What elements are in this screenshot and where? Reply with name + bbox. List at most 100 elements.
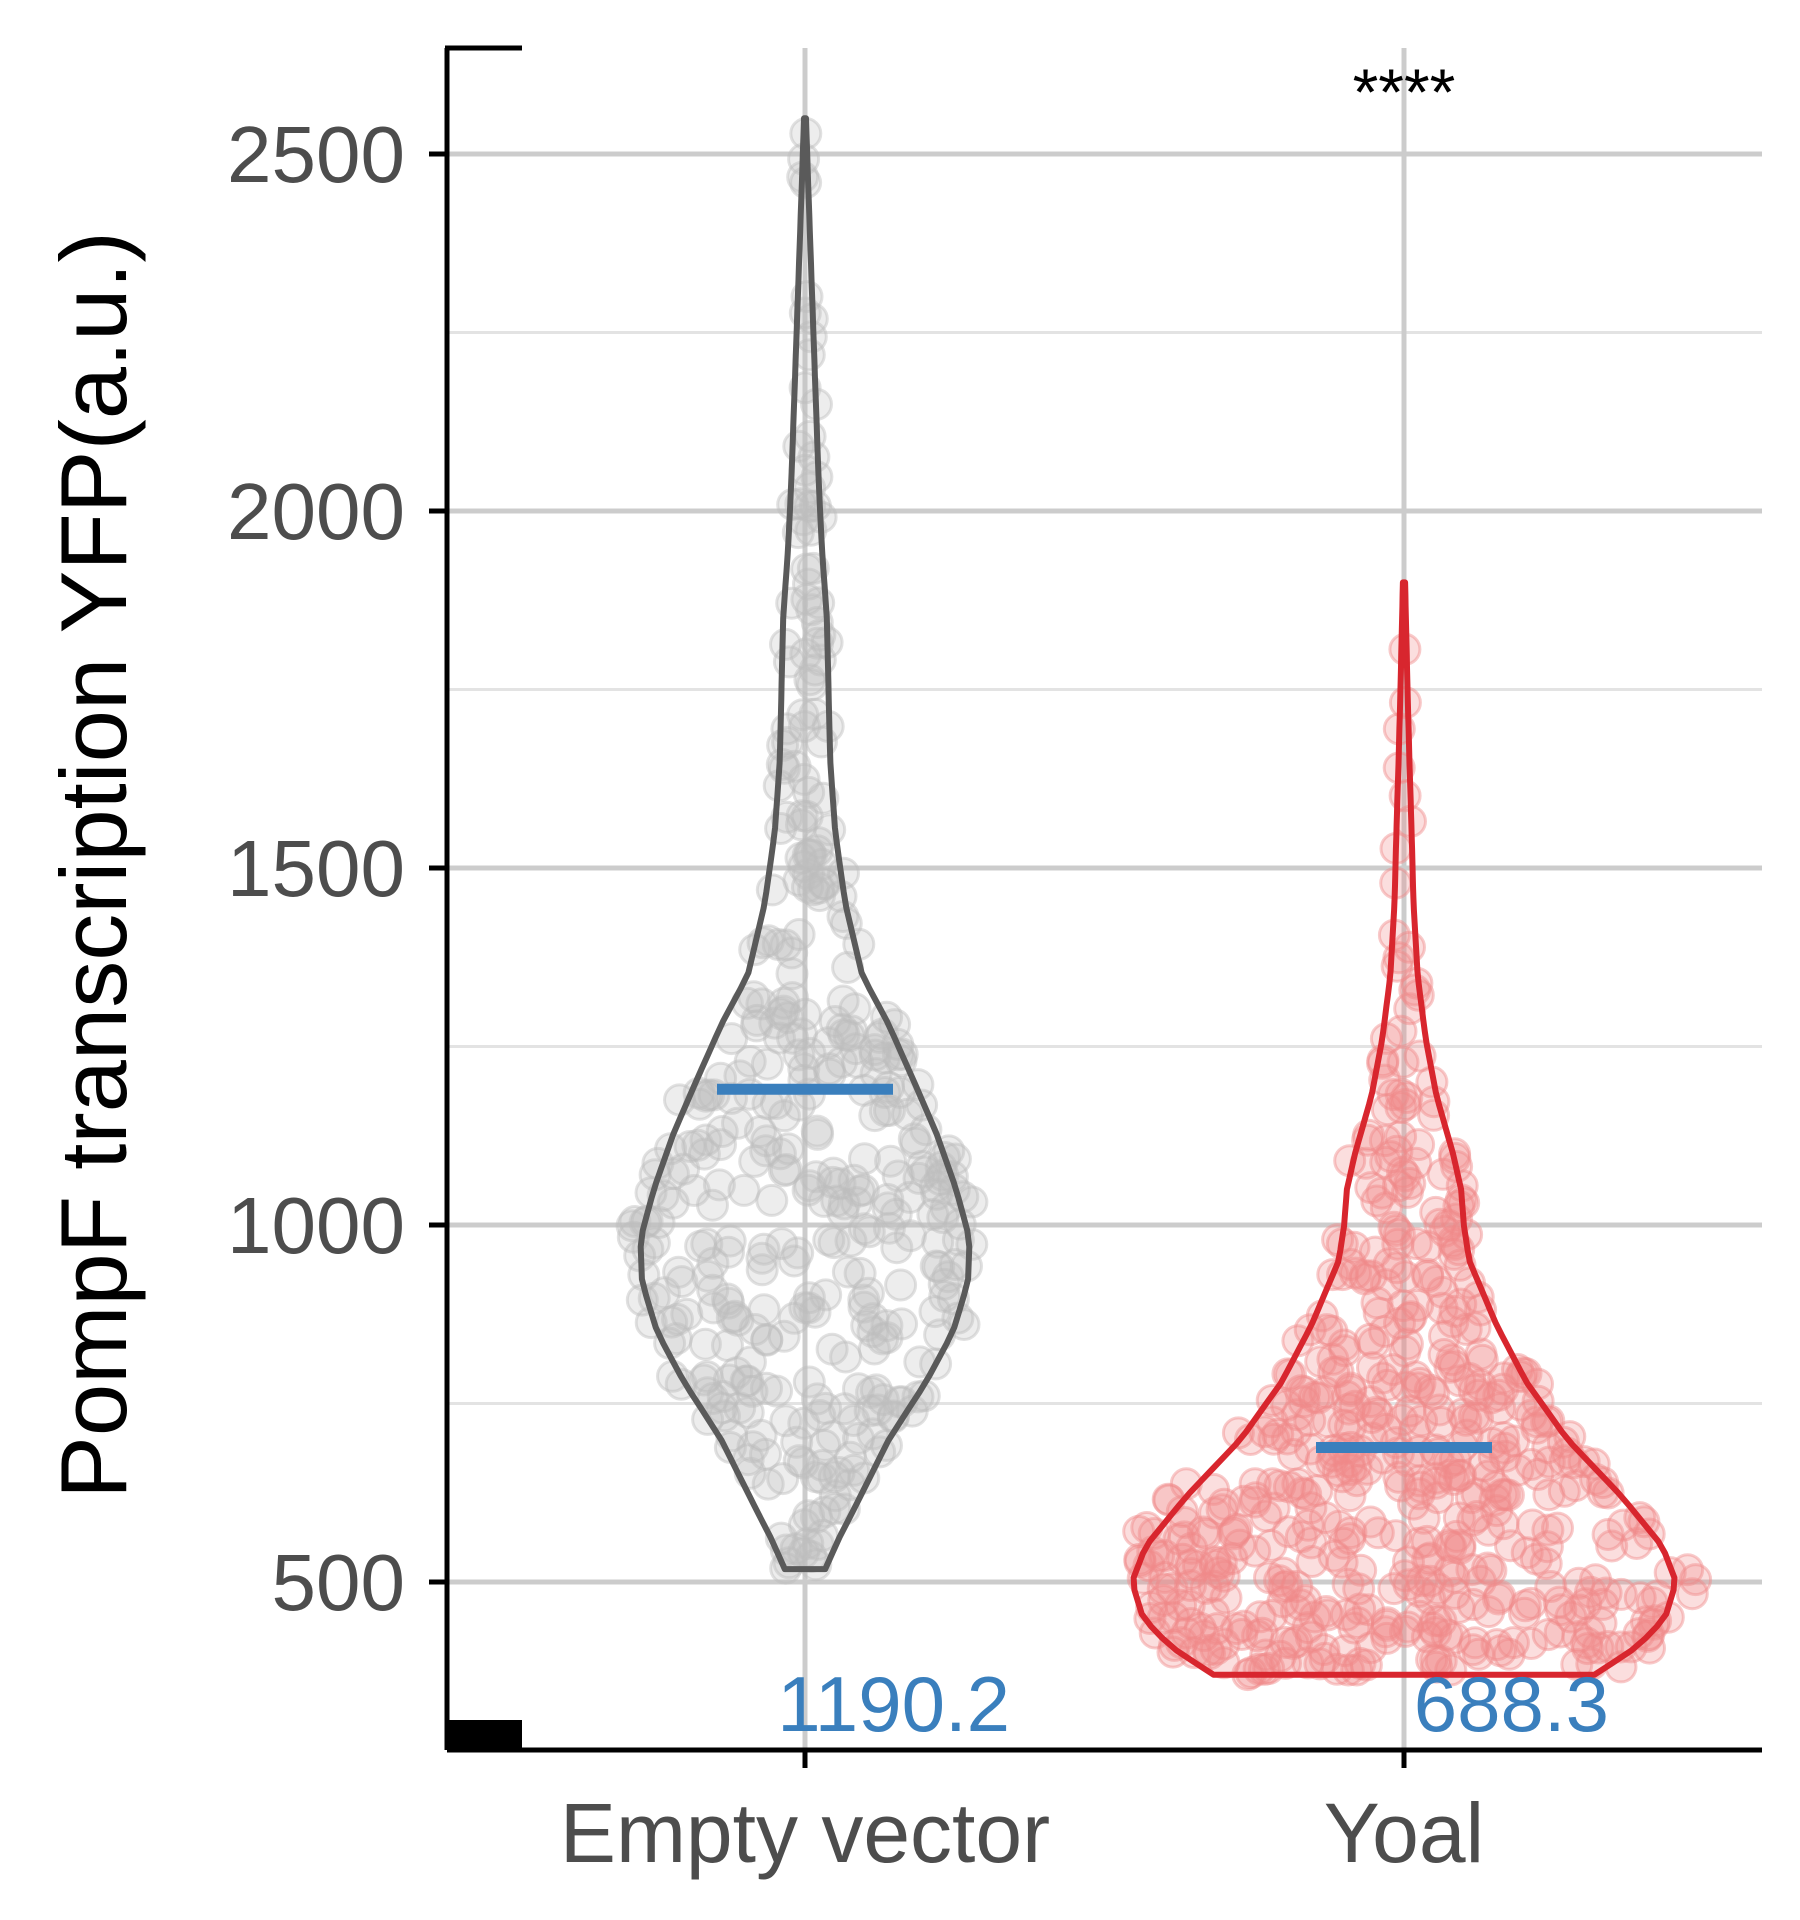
data-point xyxy=(916,1198,950,1231)
data-point xyxy=(1416,1611,1450,1645)
data-point xyxy=(1484,1634,1518,1668)
data-point xyxy=(1377,1572,1411,1606)
data-point xyxy=(1217,1517,1250,1551)
data-point xyxy=(743,1115,777,1148)
data-point xyxy=(1280,1398,1314,1432)
data-point xyxy=(1388,1159,1422,1193)
data-point xyxy=(791,870,824,904)
data-point xyxy=(1454,1481,1488,1515)
data-point xyxy=(808,1428,842,1462)
data-point xyxy=(1419,1466,1453,1500)
data-point xyxy=(846,1173,880,1207)
data-point xyxy=(1438,1294,1472,1328)
data-point xyxy=(1432,1528,1466,1562)
data-point xyxy=(1407,1501,1441,1535)
data-point xyxy=(779,1532,813,1566)
data-point xyxy=(704,1128,737,1162)
data-point xyxy=(834,1224,868,1258)
data-point xyxy=(1486,1372,1520,1406)
data-point xyxy=(661,1302,694,1336)
data-point xyxy=(731,1396,765,1429)
data-point xyxy=(681,1128,715,1162)
data-point xyxy=(1438,1349,1472,1383)
data-point xyxy=(909,1155,943,1189)
data-point xyxy=(1266,1585,1300,1619)
data-point xyxy=(771,1001,805,1035)
data-point xyxy=(1453,1362,1487,1395)
data-point xyxy=(811,1026,845,1060)
data-point xyxy=(782,918,816,951)
data-point xyxy=(805,1461,839,1495)
data-point xyxy=(1343,1646,1377,1680)
data-point xyxy=(1245,1616,1279,1650)
data-point xyxy=(1355,1401,1389,1435)
data-point xyxy=(1675,1577,1709,1611)
data-point xyxy=(1295,1545,1329,1578)
data-point xyxy=(818,1005,852,1038)
data-point xyxy=(721,1106,754,1140)
data-point xyxy=(1249,1499,1283,1533)
data-point xyxy=(1437,1462,1471,1496)
data-point xyxy=(750,1371,783,1405)
data-point xyxy=(1385,1403,1419,1437)
data-point xyxy=(1376,1353,1410,1387)
data-point xyxy=(853,1394,887,1428)
data-point xyxy=(735,1374,769,1408)
data-point xyxy=(1174,1557,1208,1591)
data-point xyxy=(1322,1509,1356,1543)
data-point xyxy=(1254,1529,1288,1562)
data-point xyxy=(1350,1452,1384,1486)
data-point xyxy=(788,997,822,1031)
data-point xyxy=(775,957,809,991)
data-point xyxy=(816,1156,850,1190)
data-point xyxy=(1456,1633,1490,1667)
data-point xyxy=(1486,1507,1520,1541)
data-point xyxy=(1167,1520,1201,1554)
data-point xyxy=(1393,1394,1427,1428)
data-point xyxy=(787,762,821,796)
data-point xyxy=(807,867,841,901)
data-point xyxy=(835,1014,869,1048)
data-point xyxy=(1227,1484,1261,1518)
data-point xyxy=(822,1456,856,1489)
data-point xyxy=(791,857,825,891)
data-point xyxy=(673,1130,707,1163)
data-point xyxy=(720,1356,754,1390)
data-point xyxy=(1521,1458,1555,1491)
data-point xyxy=(921,1225,955,1259)
data-point xyxy=(738,1144,772,1178)
data-point xyxy=(1405,1404,1439,1438)
data-point xyxy=(647,1276,681,1310)
data-point xyxy=(847,1290,881,1324)
y-tick-label: 2500 xyxy=(227,110,405,199)
data-point xyxy=(1426,1275,1460,1309)
data-point xyxy=(1164,1588,1198,1622)
data-point xyxy=(767,1099,801,1133)
data-point xyxy=(825,1012,859,1046)
data-point xyxy=(1508,1596,1541,1630)
data-point xyxy=(1369,1145,1403,1179)
data-point xyxy=(777,1301,811,1335)
data-point xyxy=(747,1232,781,1266)
data-point xyxy=(690,1360,724,1394)
data-point xyxy=(797,440,831,474)
data-point xyxy=(866,1383,900,1417)
data-point xyxy=(1182,1549,1215,1583)
data-point xyxy=(767,1319,801,1353)
data-point xyxy=(893,1219,927,1253)
data-point xyxy=(872,1211,906,1245)
data-point xyxy=(1462,1378,1496,1412)
data-point xyxy=(1428,1214,1462,1248)
data-point xyxy=(1433,1458,1467,1492)
data-point xyxy=(1424,1604,1458,1638)
data-points xyxy=(615,117,1713,1692)
data-point xyxy=(1368,1314,1402,1348)
data-point xyxy=(1483,1579,1517,1613)
data-point xyxy=(1546,1425,1580,1459)
data-point xyxy=(1389,1370,1423,1404)
data-point xyxy=(1341,1606,1375,1640)
data-point xyxy=(797,873,831,907)
data-point xyxy=(919,1249,953,1283)
data-point xyxy=(711,1282,745,1316)
data-point xyxy=(785,1017,818,1051)
